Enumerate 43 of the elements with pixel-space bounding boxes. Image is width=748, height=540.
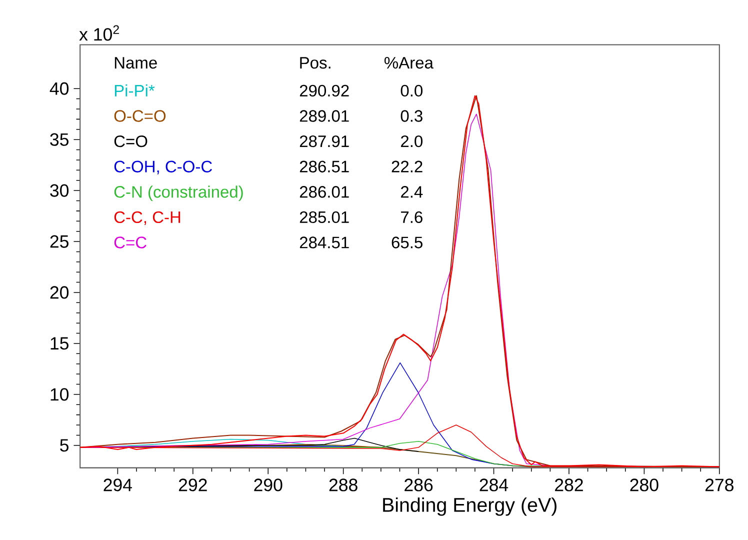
annotation: 284.51	[300, 236, 349, 248]
text: C-C, C-H	[114, 211, 180, 225]
x-tick-label: 292	[178, 478, 207, 492]
x-axis-title: Binding Energy (eV)	[383, 497, 556, 516]
annotation: 0.0	[400, 84, 423, 96]
x-tick-label: 286	[404, 478, 433, 492]
text: C-N (constrained)	[114, 185, 243, 201]
text: Pi-Pi*	[114, 84, 155, 96]
text: C=C	[114, 236, 146, 248]
annotation: 7.6	[401, 211, 422, 223]
y-tick-label: 25	[50, 235, 68, 248]
y-axis-title: x 10$^{2}$	[79, 25, 119, 41]
annotation: 2.4	[401, 186, 423, 198]
x-tick-label: 288	[329, 478, 358, 492]
y-tick-label: 40	[50, 82, 69, 95]
annotation: %Area	[384, 56, 434, 69]
text: C=O	[114, 135, 148, 148]
annotation: 287.91	[300, 135, 349, 148]
annotation: 290.92	[300, 84, 349, 96]
annotation: Name	[114, 56, 157, 69]
y-tick-label: 20	[50, 286, 69, 299]
y-tick-label: 30	[50, 184, 69, 197]
x-tick-label: 280	[630, 478, 658, 492]
y-tick-label: 10	[50, 388, 69, 401]
y-tick-label: 15	[50, 337, 68, 350]
annotation: 22.2	[392, 160, 422, 172]
annotation: Pos.	[300, 56, 330, 69]
y-tick-label: 35	[50, 133, 68, 146]
annotation: 289.01	[300, 110, 349, 122]
x-tick-label: 278	[705, 478, 734, 492]
x-tick-label: 294	[104, 478, 132, 492]
x-tick-label: 284	[480, 478, 508, 492]
annotation: 2.0	[401, 135, 423, 148]
annotation: 286.51	[300, 160, 349, 172]
annotation: 0.3	[400, 110, 422, 122]
y-tick-label: 5	[60, 439, 68, 452]
annotation: 286.01	[300, 186, 349, 198]
text: O-C=O	[114, 110, 166, 122]
annotation: 285.01	[300, 211, 349, 223]
text: C-OH, C-O-C	[114, 160, 212, 174]
annotation: 65.5	[392, 236, 422, 248]
x-tick-label: 282	[555, 478, 583, 492]
x-tick-label: 290	[254, 478, 282, 492]
